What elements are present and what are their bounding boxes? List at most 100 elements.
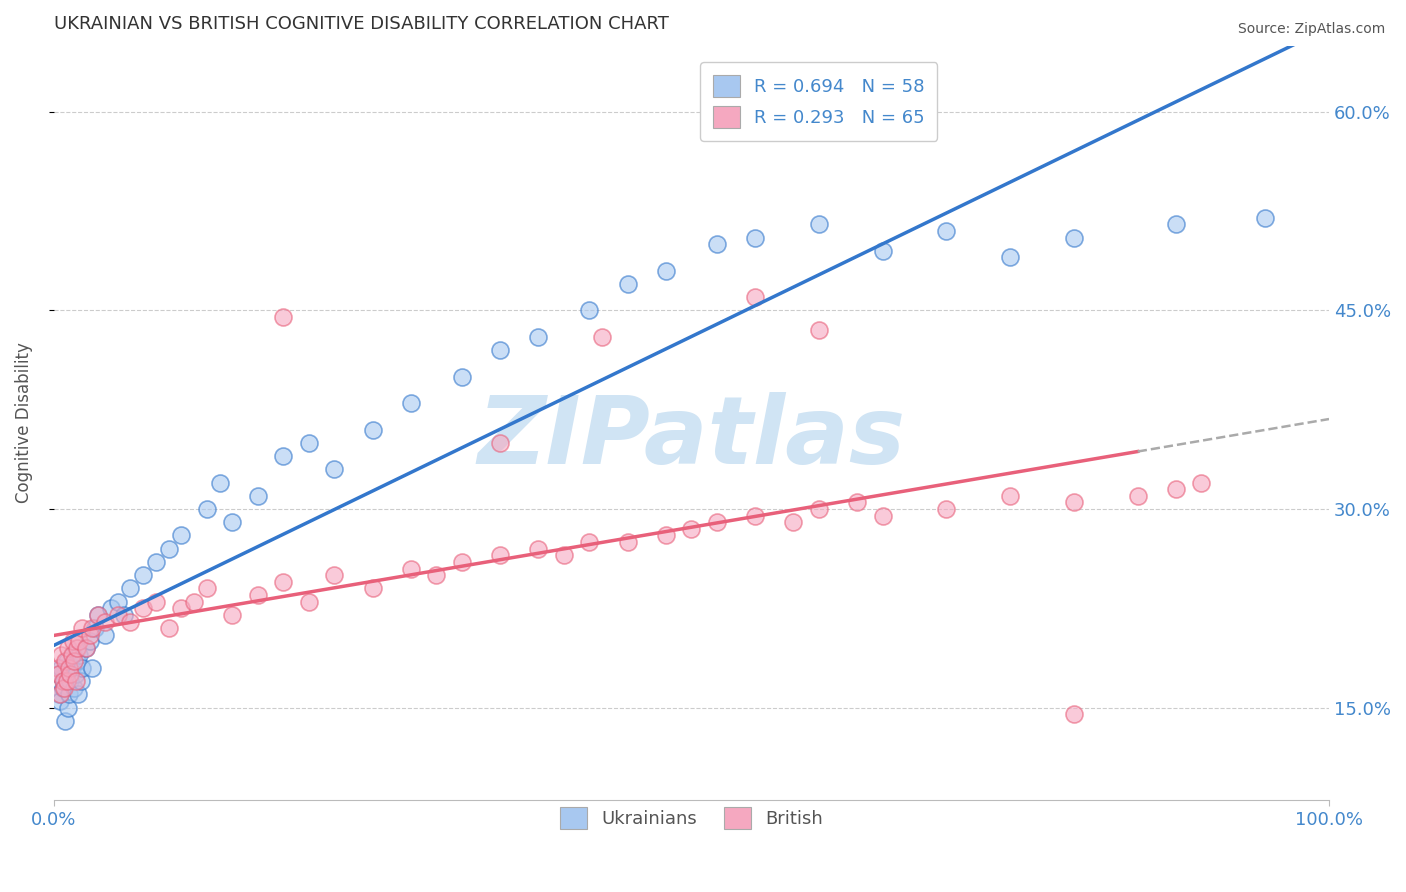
Point <box>145 594 167 608</box>
Point <box>49 687 72 701</box>
Point <box>1063 495 1085 509</box>
Point <box>208 475 231 490</box>
Point <box>655 528 678 542</box>
Point <box>56 700 79 714</box>
Point <box>273 574 295 589</box>
Point <box>872 244 894 258</box>
Point <box>55 654 77 668</box>
Point <box>94 628 117 642</box>
Point <box>53 654 76 668</box>
Point <box>48 687 70 701</box>
Point <box>80 661 103 675</box>
Point <box>399 396 422 410</box>
Point <box>361 582 384 596</box>
Point <box>66 640 89 655</box>
Text: ZIPatlas: ZIPatlas <box>478 392 905 484</box>
Point <box>1063 707 1085 722</box>
Point <box>100 601 122 615</box>
Point <box>527 541 550 556</box>
Point <box>132 568 155 582</box>
Point <box>183 594 205 608</box>
Point <box>59 667 82 681</box>
Point <box>1191 475 1213 490</box>
Point <box>616 535 638 549</box>
Point <box>75 640 97 655</box>
Point <box>67 648 90 662</box>
Point <box>489 435 512 450</box>
Point <box>578 535 600 549</box>
Point <box>846 495 869 509</box>
Point <box>120 582 142 596</box>
Point <box>170 528 193 542</box>
Point <box>58 687 80 701</box>
Point <box>53 714 76 728</box>
Point <box>489 549 512 563</box>
Point <box>75 640 97 655</box>
Point <box>120 615 142 629</box>
Point <box>744 290 766 304</box>
Text: Source: ZipAtlas.com: Source: ZipAtlas.com <box>1237 22 1385 37</box>
Point <box>616 277 638 291</box>
Text: UKRAINIAN VS BRITISH COGNITIVE DISABILITY CORRELATION CHART: UKRAINIAN VS BRITISH COGNITIVE DISABILIT… <box>53 15 669 33</box>
Point <box>52 681 75 695</box>
Point <box>63 654 86 668</box>
Point <box>79 634 101 648</box>
Point <box>872 508 894 523</box>
Point <box>46 661 69 675</box>
Point <box>58 661 80 675</box>
Point <box>451 555 474 569</box>
Point <box>66 654 89 668</box>
Point <box>935 224 957 238</box>
Point <box>451 369 474 384</box>
Point <box>1063 230 1085 244</box>
Point <box>273 310 295 324</box>
Legend: Ukrainians, British: Ukrainians, British <box>553 800 831 837</box>
Point <box>1164 482 1187 496</box>
Point <box>107 607 129 622</box>
Point <box>195 502 218 516</box>
Point <box>46 667 69 681</box>
Point <box>323 568 346 582</box>
Point <box>62 648 84 662</box>
Point <box>70 621 93 635</box>
Point <box>807 323 830 337</box>
Point <box>935 502 957 516</box>
Point <box>52 674 75 689</box>
Point <box>273 449 295 463</box>
Point <box>55 674 77 689</box>
Point <box>298 594 321 608</box>
Point <box>782 515 804 529</box>
Point <box>1254 211 1277 225</box>
Point <box>65 674 87 689</box>
Point <box>681 522 703 536</box>
Point <box>53 681 76 695</box>
Point <box>107 594 129 608</box>
Point <box>132 601 155 615</box>
Point <box>62 634 84 648</box>
Point <box>361 423 384 437</box>
Point <box>157 621 180 635</box>
Point <box>87 607 110 622</box>
Point <box>706 515 728 529</box>
Point <box>59 674 82 689</box>
Point <box>744 508 766 523</box>
Point <box>157 541 180 556</box>
Point <box>63 681 86 695</box>
Y-axis label: Cognitive Disability: Cognitive Disability <box>15 343 32 503</box>
Point <box>591 330 613 344</box>
Point <box>49 694 72 708</box>
Point <box>112 607 135 622</box>
Point <box>67 634 90 648</box>
Point <box>807 218 830 232</box>
Point <box>53 674 76 689</box>
Point <box>221 607 243 622</box>
Point <box>744 230 766 244</box>
Point <box>706 237 728 252</box>
Point <box>60 648 83 662</box>
Point <box>79 628 101 642</box>
Point <box>69 674 91 689</box>
Point <box>80 621 103 635</box>
Point <box>246 489 269 503</box>
Point <box>56 640 79 655</box>
Point <box>1164 218 1187 232</box>
